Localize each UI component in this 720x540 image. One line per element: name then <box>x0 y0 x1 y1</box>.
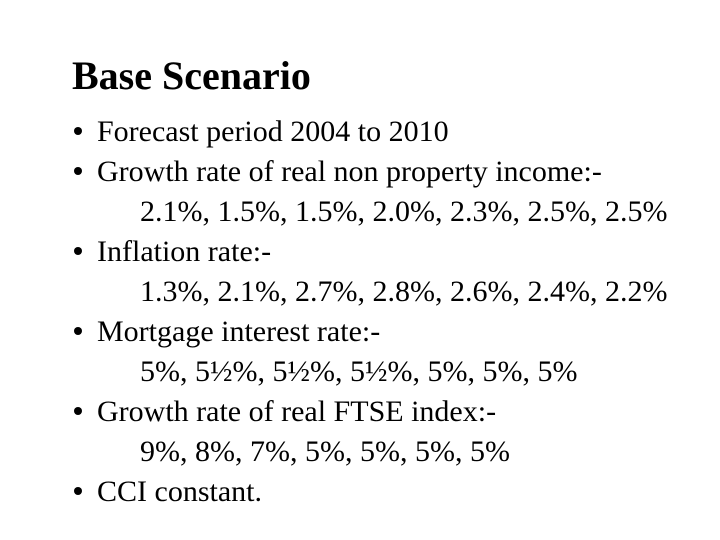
bullet-icon <box>72 152 97 192</box>
bullet-item-inflation-rate: Inflation rate:- <box>72 232 700 272</box>
bullet-icon <box>72 312 97 352</box>
bullet-item-ftse-growth: Growth rate of real FTSE index:- <box>72 392 700 432</box>
bullet-item-forecast-period: Forecast period 2004 to 2010 <box>72 112 700 152</box>
value-line-mortgage-rate: 5%, 5½%, 5½%, 5½%, 5%, 5%, 5% <box>140 355 578 388</box>
bullet-item-cci-constant: CCI constant. <box>72 472 700 512</box>
bullet-icon <box>72 232 97 272</box>
slide-title: Base Scenario <box>72 53 311 98</box>
bullet-item-income-growth: Growth rate of real non property income:… <box>72 152 700 192</box>
bullet-icon <box>72 112 97 152</box>
value-line-ftse-growth: 9%, 8%, 7%, 5%, 5%, 5%, 5% <box>140 435 510 468</box>
bullet-list: Forecast period 2004 to 2010 Growth rate… <box>72 112 700 512</box>
value-line-income-growth: 2.1%, 1.5%, 1.5%, 2.0%, 2.3%, 2.5%, 2.5% <box>140 195 668 228</box>
bullet-label: Forecast period 2004 to 2010 <box>97 115 449 148</box>
value-line-inflation-rate: 1.3%, 2.1%, 2.7%, 2.8%, 2.6%, 2.4%, 2.2% <box>140 275 668 308</box>
bullet-item-mortgage-rate: Mortgage interest rate:- <box>72 312 700 352</box>
bullet-label: Mortgage interest rate:- <box>97 315 381 348</box>
bullet-icon <box>72 472 97 512</box>
bullet-label: Growth rate of real FTSE index:- <box>97 395 497 428</box>
bullet-label: Growth rate of real non property income:… <box>97 155 602 188</box>
bullet-label: Inflation rate:- <box>97 235 272 268</box>
bullet-label: CCI constant. <box>97 475 262 508</box>
bullet-icon <box>72 392 97 432</box>
